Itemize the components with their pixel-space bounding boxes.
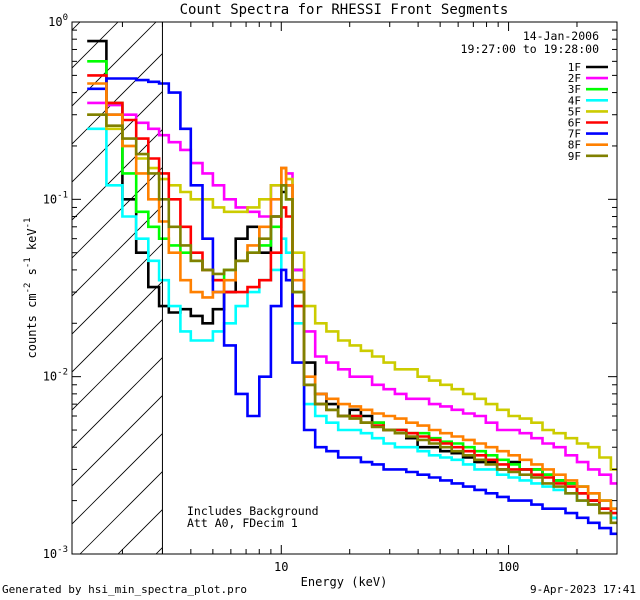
- y-tick-label: 10-1: [43, 190, 68, 206]
- hatch-line: [72, 22, 119, 69]
- chart-title: Count Spectra for RHESSI Front Segments: [180, 2, 509, 18]
- hatch-line: [308, 0, 640, 554]
- series-7F: [87, 77, 617, 536]
- hatch-line: [72, 432, 163, 525]
- legend-label-6F: 6F: [568, 117, 581, 130]
- hatch-line: [346, 0, 640, 554]
- legend-label-8F: 8F: [568, 139, 581, 152]
- y-axis-label: counts cm-2 s-1 keV-1: [23, 218, 39, 359]
- legend-label-2F: 2F: [568, 72, 581, 85]
- excluded-energy-region: [72, 0, 640, 554]
- series-6F: [87, 74, 617, 515]
- generated-by-note: Generated by hsi_min_spectra_plot.pro: [2, 583, 248, 596]
- legend-label-1F: 1F: [568, 61, 581, 74]
- series-8F: [87, 82, 617, 510]
- series-layer: [87, 39, 617, 536]
- timestamp: 9-Apr-2023 17:41: [530, 583, 636, 596]
- hatch-line: [72, 242, 163, 335]
- hatch-line: [270, 0, 640, 554]
- series-9F: [87, 113, 617, 525]
- x-axis-label: Energy (keV): [301, 575, 388, 589]
- x-tick-label: 10: [274, 560, 288, 574]
- y-tick-label: 100: [48, 13, 68, 29]
- x-tick-labels: 10 100: [274, 560, 519, 574]
- legend-label-5F: 5F: [568, 105, 581, 118]
- y-tick-labels: 100 10-1 10-2 10-3: [43, 13, 68, 561]
- series-5F: [87, 113, 617, 471]
- annotation: Att A0, FDecim 1: [187, 516, 298, 530]
- legend-label-7F: 7F: [568, 128, 581, 141]
- hatch-line: [574, 0, 640, 554]
- y-tick-label: 10-3: [43, 545, 68, 561]
- hatch-line: [612, 0, 640, 554]
- header-line: 19:27:00 to 19:28:00: [461, 42, 600, 56]
- hatch-line: [72, 204, 163, 297]
- hatch-line: [72, 356, 163, 449]
- legend-label-4F: 4F: [568, 94, 581, 107]
- x-tick-label: 100: [498, 560, 520, 574]
- hatch-line: [117, 508, 163, 554]
- hatch-line: [72, 166, 163, 259]
- y-tick-label: 10-2: [43, 368, 68, 384]
- header-line: 14-Jan-2006: [523, 29, 599, 43]
- annotation: Includes Background: [187, 504, 319, 518]
- legend-label-9F: 9F: [568, 150, 581, 163]
- hatch-line: [72, 90, 163, 183]
- hatch-line: [460, 0, 640, 554]
- plot-frame: [71, 21, 618, 555]
- axis-ticks: [72, 21, 618, 555]
- hatch-line: [536, 0, 640, 554]
- legend-label-3F: 3F: [568, 83, 581, 96]
- hatch-line: [72, 128, 163, 221]
- series-4F: [87, 127, 617, 520]
- hatch-line: [72, 394, 163, 487]
